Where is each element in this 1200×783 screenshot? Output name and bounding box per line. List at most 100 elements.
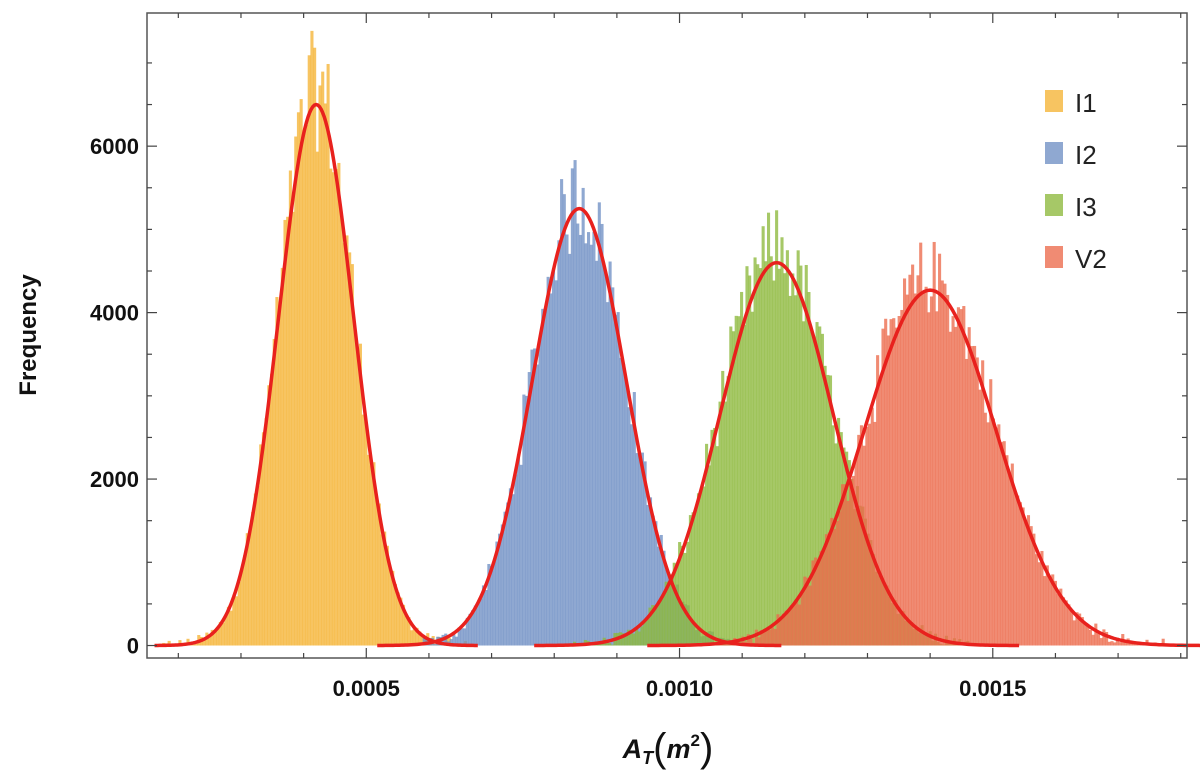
histogram-bar — [766, 212, 771, 646]
histogram-bar — [1091, 634, 1095, 646]
histogram-bar — [315, 151, 319, 646]
histogram-bar — [401, 604, 406, 646]
histogram-bar — [927, 312, 931, 646]
histogram-bar — [629, 632, 633, 646]
histogram-bar — [191, 644, 195, 646]
histogram-bar — [740, 291, 744, 646]
histogram-bar — [454, 636, 459, 646]
histogram-bar — [433, 644, 437, 646]
histogram-bar — [578, 234, 582, 646]
histogram-bar — [557, 240, 561, 646]
histogram-bar — [286, 216, 290, 646]
histogram-bar — [734, 315, 738, 646]
histogram-bar — [506, 502, 510, 646]
x-tick-label: 0.0010 — [646, 676, 713, 701]
histogram-bar — [619, 357, 623, 646]
histogram-bar — [1048, 578, 1052, 646]
histogram-bar — [1067, 604, 1071, 646]
histogram-bar — [587, 232, 591, 646]
histogram-bar — [1008, 475, 1012, 646]
histogram-bar — [999, 442, 1004, 646]
histogram-bar — [471, 610, 475, 646]
histogram-bar — [326, 63, 330, 646]
histogram-bar — [1075, 612, 1079, 646]
histogram-bar — [541, 308, 545, 646]
histogram-bar — [683, 552, 687, 646]
histogram-bar — [565, 234, 569, 646]
normal-fit-curves — [154, 102, 1200, 648]
histogram-bar — [797, 604, 802, 646]
histogram-bar — [818, 326, 822, 646]
histogram-bar — [768, 629, 772, 646]
histogram-bar — [516, 454, 521, 646]
histogram-bar — [1016, 495, 1020, 646]
histogram-bar — [651, 515, 655, 646]
histogram-bar — [224, 616, 228, 646]
histogram-bar — [388, 567, 392, 646]
histogram-bar — [385, 545, 389, 646]
histogram-bar — [1056, 594, 1060, 646]
histogram-bar — [592, 231, 596, 646]
histogram-bar — [404, 615, 408, 646]
histogram-bar — [994, 427, 998, 646]
histogram-bar — [873, 421, 877, 646]
histogram-bar — [892, 318, 896, 646]
histogram-bar — [481, 585, 486, 646]
histogram-bar — [495, 541, 499, 646]
histogram-bar — [1002, 441, 1006, 646]
histogram-bar — [916, 275, 920, 646]
histogram-bar — [783, 273, 787, 646]
fit-curve-i1 — [154, 102, 478, 648]
histogram-bar — [1102, 629, 1106, 646]
histogram-bar — [862, 445, 866, 646]
histogram-bar — [167, 640, 171, 646]
histogram-bar — [479, 598, 483, 646]
histogram-bar — [522, 394, 526, 646]
legend-swatch — [1045, 142, 1063, 164]
histogram-bar — [243, 555, 247, 646]
histogram-bar — [331, 172, 336, 646]
histogram-bar — [718, 401, 722, 646]
y-tick-labels: 0 2000 4000 6000 — [90, 134, 139, 658]
histogram-bar — [487, 563, 491, 646]
histogram-bar — [500, 524, 504, 646]
histogram-bar — [867, 423, 872, 646]
histogram-bar — [503, 511, 507, 646]
histogram-bar — [731, 331, 736, 646]
histogram-bar — [843, 484, 847, 646]
histogram-bar — [610, 644, 614, 646]
histogram-bar — [605, 302, 609, 646]
histogram-bar — [364, 422, 368, 646]
fit-curve-v2 — [647, 288, 1200, 648]
histogram-bar — [1161, 638, 1165, 646]
histogram-bar — [713, 427, 717, 646]
histogram-bar — [1026, 515, 1031, 646]
histogram-bar — [626, 629, 630, 646]
legend-label: I3 — [1075, 192, 1097, 222]
histogram-bar — [372, 462, 376, 646]
histogram-bar — [750, 311, 754, 646]
series-i2-bars — [422, 160, 731, 646]
histogram-bar — [1013, 489, 1017, 646]
histogram-bar — [634, 627, 639, 646]
histogram-bar — [715, 446, 719, 646]
histogram-bar — [1107, 641, 1111, 646]
histogram-bar — [769, 256, 773, 646]
histogram-bar — [775, 210, 779, 646]
histogram-bar — [826, 374, 830, 646]
histogram-bar — [667, 581, 671, 646]
histogram-bar — [897, 316, 901, 646]
histogram-bar — [457, 627, 461, 646]
histogram-bar — [353, 330, 357, 646]
histogram-bar — [816, 562, 820, 646]
histogram-bar — [543, 308, 547, 646]
histogram-bar — [511, 494, 515, 646]
histogram-bar — [468, 613, 472, 646]
histogram-bar — [248, 529, 252, 646]
x-tick-labels: 0.0005 0.0010 0.0015 — [333, 676, 1027, 701]
legend-item-i3: I3 — [1045, 192, 1097, 222]
histogram-bar — [973, 345, 977, 646]
histogram-bar — [959, 309, 963, 646]
histogram-bar — [803, 576, 807, 646]
histogram-bar — [546, 276, 550, 646]
